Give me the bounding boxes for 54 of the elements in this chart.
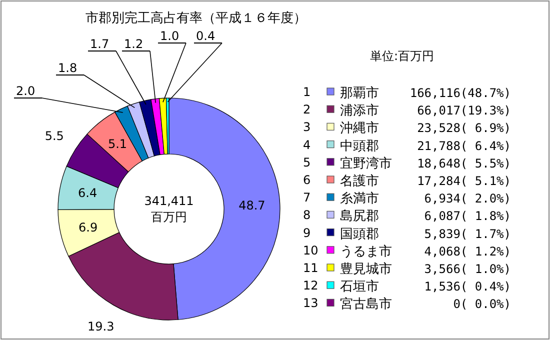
text: 13: [303, 296, 318, 310]
legend-label: 浦添市: [340, 104, 379, 119]
text: 12: [303, 278, 318, 293]
text: 21,788( 6.4%): [417, 138, 511, 153]
data-label: 5.1: [108, 136, 128, 151]
text: 17,284( 5.1%): [417, 174, 511, 188]
text: 7: [303, 190, 311, 205]
legend-label: 宮古島市: [340, 296, 392, 312]
legend-label: 宜野湾市: [340, 155, 392, 172]
text: 6,934( 2.0%): [424, 192, 511, 206]
legend-label: 糸満市: [340, 192, 379, 207]
text: 11: [303, 261, 318, 275]
text: 166,116(48.7%): [410, 86, 511, 100]
text: 23,528( 6.9%): [417, 121, 511, 136]
text: 6: [303, 173, 311, 187]
legend-label: うるま市: [340, 244, 392, 260]
text: 4,068( 1.2%): [424, 244, 511, 258]
chart-title: 市郡別完工高占有率（平成１６年度）: [86, 10, 306, 26]
text: 18,648( 5.5%): [417, 156, 511, 170]
text: 単位:百万円: [370, 49, 434, 63]
text: 5: [303, 155, 311, 170]
data-label: 6.4: [78, 186, 98, 200]
text: 341,411 百万円: [144, 194, 194, 224]
text: 6,087( 1.8%): [424, 209, 511, 224]
text: 8: [303, 208, 311, 222]
legend-label: 中頭郡: [340, 138, 379, 154]
text: 4: [303, 138, 311, 152]
data-label: 48.7: [238, 198, 266, 213]
legend-label: 名護市: [340, 174, 379, 189]
text: 9: [303, 226, 311, 240]
data-label: 1.7: [90, 37, 110, 51]
data-label: 0.4: [196, 29, 216, 43]
data-label: 1.8: [58, 61, 78, 75]
data-label: 5.5: [44, 128, 64, 143]
text: 10: [303, 243, 318, 258]
legend-label: 石垣市: [340, 280, 379, 295]
text: 1,536( 0.4%): [424, 280, 511, 294]
data-label: 1.0: [160, 29, 180, 43]
legend-label: 豊見城市: [340, 262, 392, 277]
legend-label: 国頭郡: [340, 226, 379, 242]
legend-label: 那覇市: [340, 86, 379, 101]
data-label: 19.3: [88, 320, 114, 334]
text: 0( 0.0%): [453, 297, 511, 312]
text: 1: [303, 85, 311, 99]
data-label: 1.2: [124, 37, 144, 51]
text: 66,017(19.3%): [417, 104, 511, 118]
text: 3: [303, 120, 311, 134]
text: 5,839( 1.7%): [424, 226, 511, 241]
legend-label: 島尻郡: [340, 209, 379, 224]
data-label: 6.9: [78, 220, 98, 234]
text: 3,566( 1.0%): [424, 262, 511, 276]
data-label: 2.0: [16, 84, 36, 98]
legend-label: 沖縄市: [340, 121, 379, 136]
text: 2: [303, 102, 311, 117]
